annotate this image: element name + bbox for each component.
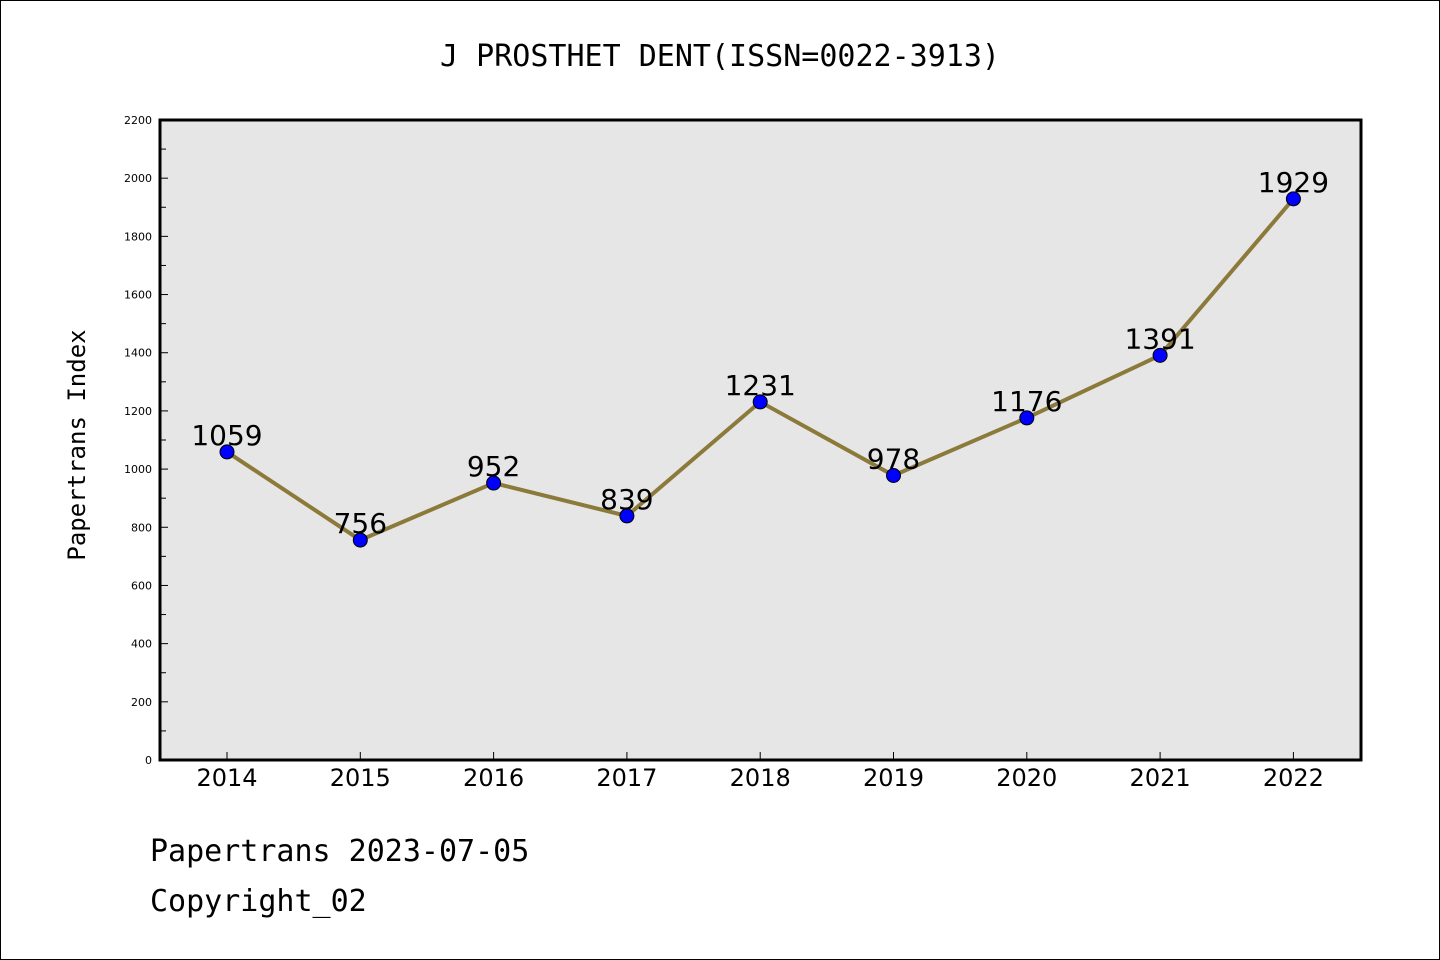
x-tick-label: 2014 <box>196 764 257 792</box>
data-label: 1929 <box>1258 166 1329 199</box>
y-axis: 0 200 400 600 800 1000 1200 1400 1600 1800 2000 220… <box>124 114 168 767</box>
footer-copyright: Copyright_02 <box>150 884 367 919</box>
data-point <box>352 532 368 548</box>
y-tick-label: 0 <box>145 754 152 767</box>
data-point <box>886 467 901 483</box>
x-tick-label: 2018 <box>730 764 791 792</box>
plot-border <box>158 118 1363 762</box>
x-tick-label: 2020 <box>996 764 1057 792</box>
x-tick-label: 2022 <box>1263 764 1324 792</box>
x-tick-label: 2017 <box>596 764 657 792</box>
y-axis-label: Papertrans Index <box>63 329 91 560</box>
x-axis: 2014 2015 2016 2017 2018 2019 2020 2021 2022 <box>196 752 1324 792</box>
y-tick-label: 2200 <box>124 114 152 127</box>
data-label: 1231 <box>725 369 796 402</box>
data-point <box>1285 191 1301 207</box>
x-tick-label: 2015 <box>330 764 391 792</box>
y-tick-label: 1200 <box>124 405 152 418</box>
data-label: 756 <box>334 507 387 540</box>
y-tick-label: 1400 <box>124 347 152 360</box>
x-tick-label: 2021 <box>1130 764 1191 792</box>
series-line-group: 1059 756 952 839 1231 978 1176 1391 1929 <box>191 166 1329 548</box>
data-point <box>619 508 635 524</box>
x-tick-label: 2019 <box>863 764 924 792</box>
data-point <box>219 444 235 460</box>
data-label: 952 <box>467 450 520 483</box>
data-point <box>486 475 502 491</box>
y-tick-label: 200 <box>131 696 152 709</box>
y-tick-label: 600 <box>131 579 152 592</box>
data-label: 1176 <box>991 385 1062 418</box>
y-tick-label: 400 <box>131 638 152 651</box>
y-tick-label: 1600 <box>124 289 152 302</box>
data-label: 1059 <box>191 419 262 452</box>
data-point <box>1019 410 1035 426</box>
footer-date: Papertrans 2023-07-05 <box>150 834 530 869</box>
y-tick-label: 800 <box>131 521 152 534</box>
chart-title: J PROSTHET DENT(ISSN=0022-3913) <box>440 39 1000 74</box>
y-tick-label: 1800 <box>124 230 152 243</box>
data-point <box>752 394 768 410</box>
data-label: 1391 <box>1124 322 1195 355</box>
y-tick-label: 1000 <box>124 463 152 476</box>
x-tick-label: 2016 <box>463 764 524 792</box>
y-tick-label: 2000 <box>124 172 152 185</box>
data-label: 978 <box>867 442 920 475</box>
data-label: 839 <box>600 483 653 516</box>
plot-area <box>160 120 1361 760</box>
data-point <box>1152 347 1168 363</box>
